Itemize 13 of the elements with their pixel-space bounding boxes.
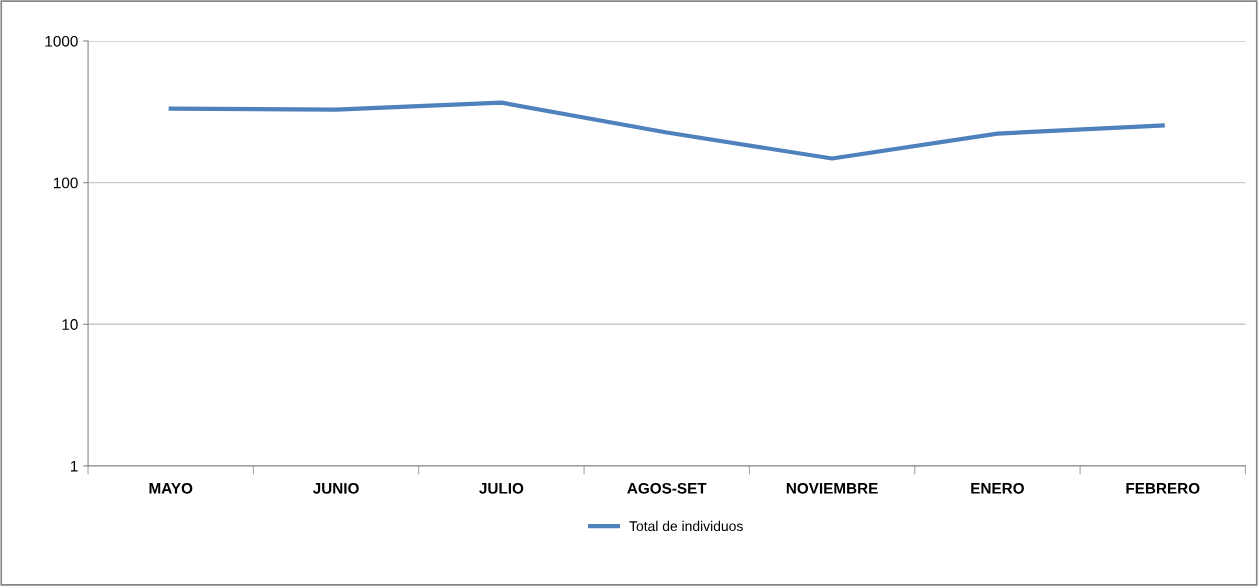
x-tick-label: FEBRERO bbox=[1126, 482, 1200, 494]
x-tick-label: AGOS-SET bbox=[627, 482, 707, 494]
y-tick-label: 100 bbox=[54, 177, 78, 189]
y-tick-label: 1000 bbox=[45, 35, 78, 47]
y-tick-label: 10 bbox=[62, 319, 78, 330]
line-series bbox=[168, 100, 1165, 161]
x-tick-label: ENERO bbox=[971, 482, 1024, 494]
x-tick-label: NOVIEMBRE bbox=[786, 482, 878, 494]
x-tick-label: JULIO bbox=[479, 482, 524, 494]
y-tick-label: 1 bbox=[71, 460, 78, 472]
x-tick-label: JUNIO bbox=[312, 482, 359, 494]
x-tick-label: MAYO bbox=[149, 482, 193, 494]
legend-label: Total de individuos bbox=[629, 520, 743, 532]
